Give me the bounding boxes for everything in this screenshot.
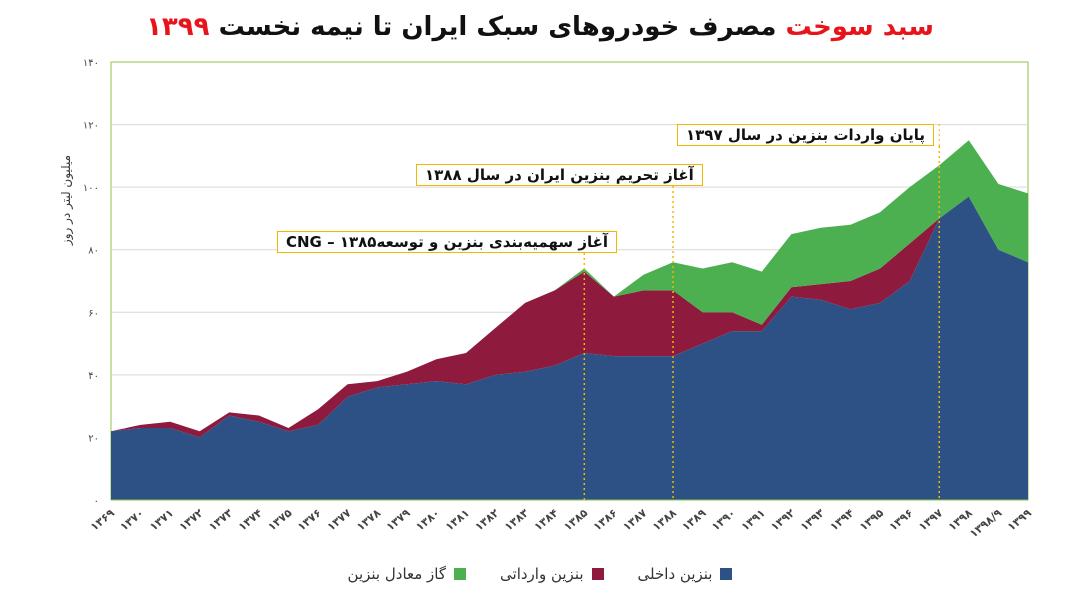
- area-series-0: [111, 196, 1028, 500]
- x-tick-label-22: ۱۳۹۱: [739, 506, 768, 533]
- y-tick-label-2: ۴۰: [88, 371, 99, 382]
- y-tick-label-4: ۸۰: [88, 246, 99, 257]
- y-tick-label-0: ۰: [94, 496, 99, 507]
- y-tick-label-1: ۲۰: [88, 433, 99, 444]
- area-series-1: [111, 196, 1028, 438]
- legend-swatch-imported: [591, 568, 604, 580]
- x-tick-label-3: ۱۳۷۲: [177, 506, 206, 533]
- legend-swatch-cng: [454, 568, 467, 580]
- x-tick-label-17: ۱۳۸۶: [591, 506, 620, 533]
- annotation-1385: آغاز سهمیه‌بندی بنزین و توسعهCNG – ۱۳۸۵: [277, 231, 617, 253]
- y-tick-label-6: ۱۲۰: [83, 121, 99, 132]
- annotation-1397: پایان واردات بنزین در سال ۱۳۹۷: [677, 124, 935, 146]
- x-tick-label-23: ۱۳۹۲: [768, 506, 797, 533]
- x-tick-label-30: ۱۳۹۸/۹: [967, 506, 1004, 540]
- x-tick-label-26: ۱۳۹۵: [857, 506, 886, 533]
- x-tick-label-7: ۱۳۷۶: [295, 506, 324, 533]
- legend-item-domestic: بنزین داخلی: [638, 565, 733, 583]
- x-tick-label-25: ۱۳۹۴: [828, 506, 857, 533]
- x-tick-label-2: ۱۳۷۱: [147, 506, 176, 533]
- x-tick-label-9: ۱۳۷۸: [354, 506, 383, 533]
- x-tick-label-6: ۱۳۷۵: [265, 506, 294, 533]
- legend-label-cng: گاز معادل بنزین: [347, 565, 447, 583]
- x-tick-label-24: ۱۳۹۳: [798, 506, 827, 533]
- x-tick-label-18: ۱۳۸۷: [620, 506, 649, 533]
- x-tick-label-16: ۱۳۸۵: [561, 506, 590, 533]
- x-tick-label-11: ۱۳۸۰: [413, 506, 442, 533]
- x-tick-label-1: ۱۳۷۰: [118, 506, 147, 533]
- x-tick-label-19: ۱۳۸۸: [650, 506, 679, 533]
- legend-item-cng: گاز معادل بنزین: [347, 565, 467, 583]
- x-tick-label-20: ۱۳۸۹: [680, 506, 709, 533]
- x-tick-label-14: ۱۳۸۳: [502, 506, 531, 533]
- y-axis-label: میلیون لیتر در روز: [59, 155, 74, 246]
- chart-title-part3: ۱۳۹۹: [146, 12, 210, 42]
- annotation-1388: آغاز تحریم بنزین ایران در سال ۱۳۸۸: [416, 164, 703, 186]
- x-tick-label-31: ۱۳۹۹: [1005, 506, 1034, 533]
- legend-label-domestic: بنزین داخلی: [637, 565, 713, 583]
- x-tick-label-15: ۱۳۸۴: [532, 506, 561, 533]
- x-tick-label-28: ۱۳۹۷: [916, 506, 945, 533]
- x-tick-label-13: ۱۳۸۲: [473, 506, 502, 533]
- chart-title-part2: مصرف خودروهای سبک ایران تا نیمه نخست: [218, 12, 777, 42]
- y-tick-label-3: ۶۰: [88, 308, 99, 319]
- legend: بنزین داخلی بنزین وارداتی گاز معادل بنزی…: [0, 565, 1080, 583]
- legend-item-imported: بنزین وارداتی: [500, 565, 604, 583]
- x-tick-label-27: ۱۳۹۶: [887, 506, 916, 533]
- chart-title-part1: سبد سوخت: [785, 12, 934, 42]
- x-tick-label-10: ۱۳۷۹: [384, 506, 413, 533]
- x-tick-label-12: ۱۳۸۱: [443, 506, 472, 533]
- legend-label-imported: بنزین وارداتی: [500, 565, 584, 583]
- area-series-2: [111, 140, 1028, 432]
- x-tick-label-5: ۱۳۷۴: [236, 506, 265, 533]
- x-tick-label-21: ۱۳۹۰: [709, 506, 738, 533]
- legend-swatch-domestic: [720, 568, 733, 580]
- x-tick-label-8: ۱۳۷۷: [325, 506, 354, 533]
- x-tick-label-4: ۱۳۷۳: [206, 506, 235, 533]
- y-tick-label-7: ۱۴۰: [83, 58, 99, 69]
- y-tick-label-5: ۱۰۰: [83, 183, 99, 194]
- chart-title: سبد سوخت مصرف خودروهای سبک ایران تا نیمه…: [0, 12, 1080, 42]
- x-tick-label-0: ۱۳۶۹: [88, 506, 117, 533]
